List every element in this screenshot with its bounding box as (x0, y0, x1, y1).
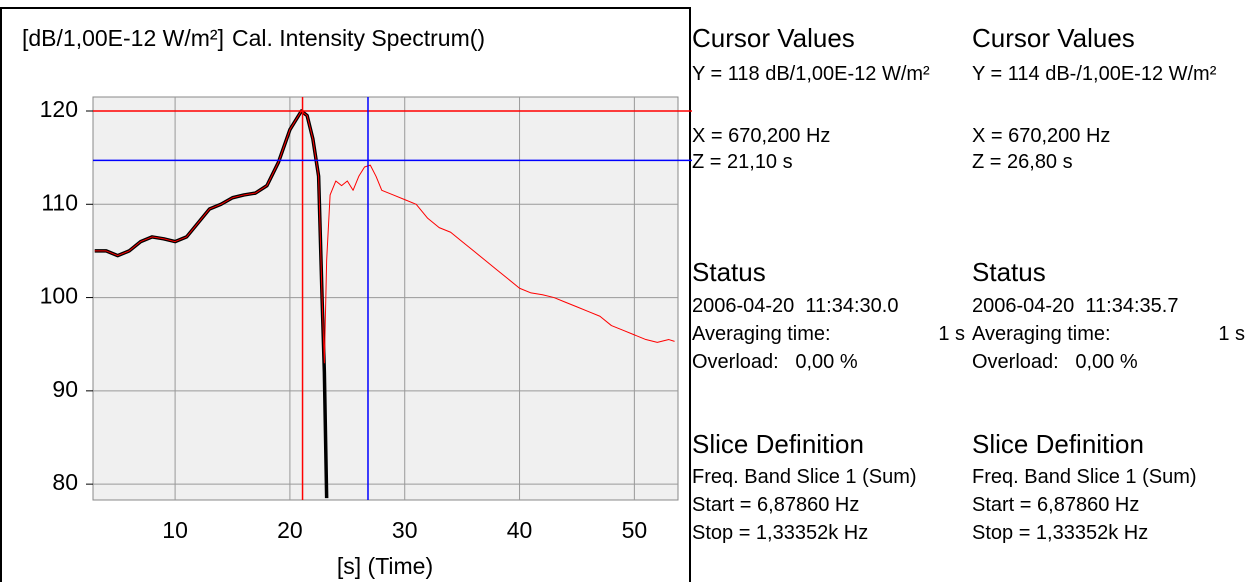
cursor-heading: Cursor Values (692, 23, 855, 53)
cursor-z: Z = 21,10 s (692, 151, 793, 173)
chart-title: Cal. Intensity Spectrum() (232, 25, 485, 51)
averaging-label: Averaging time: (972, 323, 1111, 345)
cursor-x: X = 670,200 Hz (972, 125, 1111, 147)
y-tick-label: 120 (40, 96, 78, 122)
x-axis-label: [s] (Time) (337, 553, 433, 579)
y-tick-label: 110 (41, 189, 78, 215)
cursor-z: Z = 26,80 s (972, 151, 1073, 173)
x-tick-label: 40 (507, 517, 533, 543)
x-tick-label: 10 (162, 517, 188, 543)
y-tick-label: 100 (40, 283, 78, 309)
slice-stop: Stop = 1,33352k Hz (692, 522, 869, 544)
info-panel: Cursor Values Y = 114 dB-/1,00E-12 W/m² X … (972, 0, 1260, 582)
overload: Overload: 0,00 % (972, 351, 1138, 373)
y-tick-label: 80 (52, 469, 78, 495)
slice-heading: Slice Definition (692, 429, 864, 459)
cursor-y: Y = 114 dB-/1,00E-12 W/m² (972, 63, 1217, 85)
averaging-value: 1 s (1218, 323, 1245, 345)
x-tick-label: 30 (392, 517, 418, 543)
cursor-y: Y = 118 dB/1,00E-12 W/m² (692, 63, 930, 85)
series-line (94, 110, 675, 364)
plot-area (92, 96, 679, 501)
info-panel: Cursor Values Y = 118 dB/1,00E-12 W/m² X =… (692, 0, 971, 582)
status-heading: Status (692, 257, 766, 287)
cursor-heading: Cursor Values (972, 23, 1135, 53)
timestamp: 2006-04-20 11:34:30.0 (692, 295, 899, 317)
chart: [dB/1,00E-12 W/m²] Cal. Intensity Spectr… (0, 7, 692, 582)
averaging-value: 1 s (938, 323, 965, 345)
y-axis-label: [dB/1,00E-12 W/m²] (22, 25, 224, 51)
averaging-label: Averaging time: (692, 323, 831, 345)
x-tick-label: 50 (622, 517, 648, 543)
cursor-x: X = 670,200 Hz (692, 125, 831, 147)
overload: Overload: 0,00 % (692, 351, 858, 373)
slice-start: Start = 6,87860 Hz (692, 494, 860, 516)
y-tick-label: 90 (52, 376, 78, 402)
x-tick-label: 20 (277, 517, 303, 543)
slice-stop: Stop = 1,33352k Hz (972, 522, 1149, 544)
slice-heading: Slice Definition (972, 429, 1144, 459)
timestamp: 2006-04-20 11:34:35.7 (972, 295, 1179, 317)
slice-start: Start = 6,87860 Hz (972, 494, 1140, 516)
slice-name: Freq. Band Slice 1 (Sum) (972, 466, 1197, 488)
slice-name: Freq. Band Slice 1 (Sum) (692, 466, 917, 488)
status-heading: Status (972, 257, 1046, 287)
